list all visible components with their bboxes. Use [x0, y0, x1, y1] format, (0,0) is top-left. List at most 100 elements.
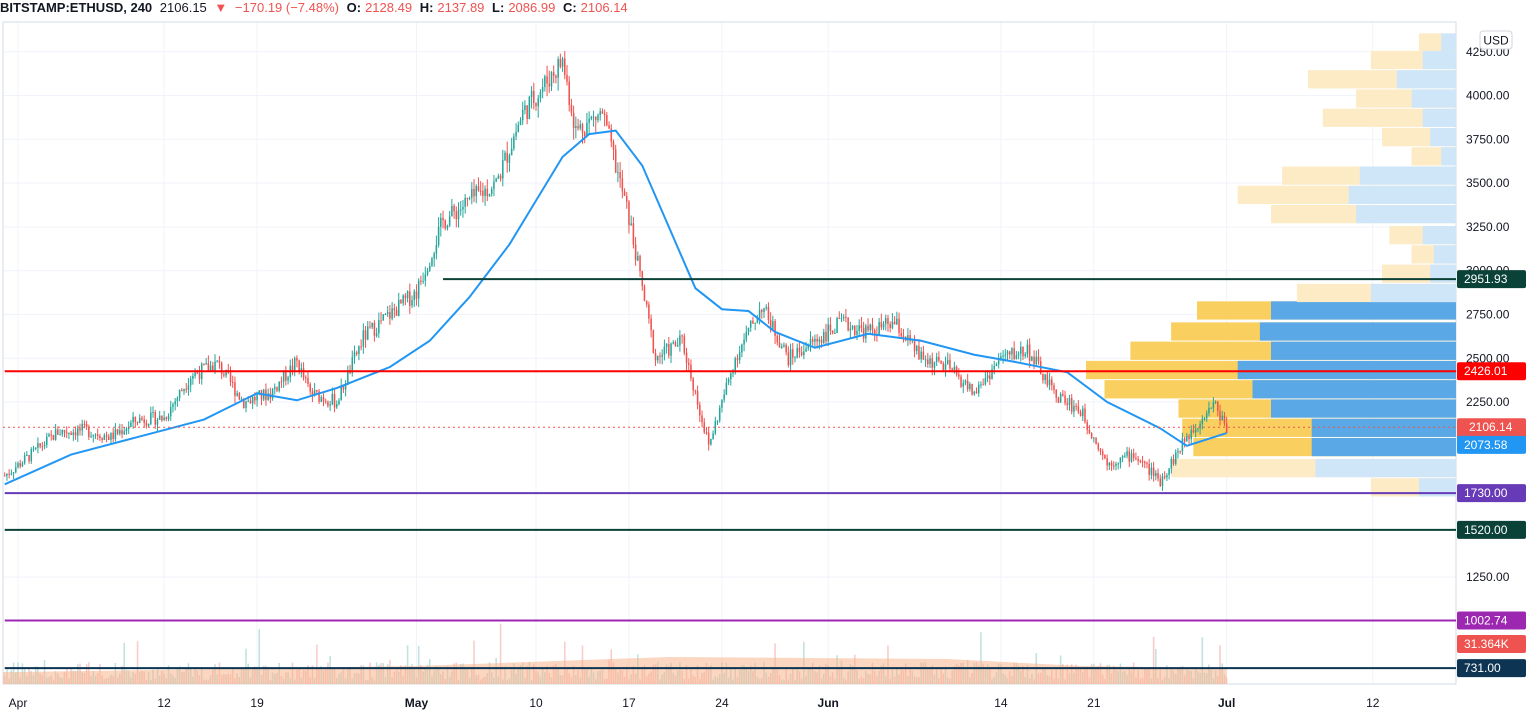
candle-body [619, 172, 621, 179]
candle-body [610, 128, 613, 142]
candle-body [344, 384, 347, 390]
candle-body [513, 136, 515, 149]
currency-button[interactable]: USD [1479, 30, 1513, 50]
volume-profile [1086, 33, 1456, 497]
symbol-label[interactable]: BITSTAMP:ETHUSD, 240 [0, 0, 153, 15]
candle-body [1101, 451, 1104, 456]
candle-body [723, 394, 725, 400]
candle-body [30, 449, 33, 462]
candle-body [172, 404, 174, 408]
candle-body [338, 400, 340, 405]
candle-body [1097, 443, 1100, 450]
candle-body [152, 411, 154, 413]
candle-body [302, 368, 305, 378]
candle-body [566, 74, 568, 82]
candle-body [311, 391, 314, 396]
candle-body [893, 321, 896, 325]
vp-bar-up-faded [1315, 458, 1456, 478]
candle-body [320, 397, 323, 402]
candle-body [15, 467, 17, 473]
candle-body [984, 378, 987, 385]
vp-bar-up-faded [1356, 205, 1456, 224]
candle-body [552, 72, 555, 76]
candle-body [1112, 465, 1115, 467]
volume-bar [417, 645, 420, 684]
candle-body [212, 365, 214, 372]
candle-body [818, 339, 821, 342]
candle-body [1044, 374, 1046, 381]
candle-body [900, 333, 903, 337]
candle-body [528, 96, 531, 119]
candle-body [161, 415, 163, 421]
candle-body [521, 110, 524, 121]
candle-body [17, 463, 19, 468]
price-tags: 2951.93 2426.01 1730.00 1520.00 1002.74 731.0… [1457, 270, 1526, 678]
candle-body [420, 280, 422, 282]
candle-body [1181, 438, 1184, 452]
candle-body [316, 390, 318, 392]
candle-body [251, 396, 254, 404]
candle-body [136, 421, 139, 423]
time-axis[interactable]: Apr 12 19 May 10 17 24 Jun 14 21 Jul 12 [9, 696, 1380, 710]
candle-body [145, 422, 148, 426]
candle-body [1221, 415, 1224, 421]
candle-body [19, 463, 21, 467]
candle-body [324, 401, 327, 403]
candle-body [929, 358, 931, 365]
candle-body [1166, 475, 1168, 478]
vp-bar-up-faded [1441, 147, 1456, 166]
candle-body [70, 432, 72, 435]
candle-body [103, 435, 106, 440]
candle-body [896, 318, 898, 325]
candle-body [223, 373, 225, 376]
candle-body [783, 344, 785, 347]
volume-bar [980, 632, 982, 684]
level-tag-bg [1457, 484, 1526, 503]
candle-body [493, 181, 495, 189]
candle-body [849, 328, 852, 331]
candle-body [969, 383, 971, 390]
candle-body [440, 217, 442, 227]
last-price: 2106.15 [159, 0, 207, 15]
candle-body [548, 83, 551, 87]
candle-body [256, 394, 258, 401]
candle-body [318, 391, 320, 402]
candle-body [181, 390, 183, 392]
candle-body [1146, 463, 1148, 465]
candle-body [209, 365, 212, 371]
x-tick-label: Jun [818, 696, 839, 710]
candle-body [559, 59, 562, 67]
candle-body [267, 393, 269, 401]
volume-bar [499, 623, 502, 684]
candle-body [632, 223, 635, 245]
horizontal-levels[interactable] [3, 278, 1456, 670]
candle-body [679, 335, 681, 346]
candle-body [787, 352, 790, 366]
candle-body [274, 387, 276, 389]
candle-body [158, 415, 161, 420]
candle-body [570, 104, 573, 113]
volume-bar [473, 640, 475, 684]
candle-body [663, 346, 666, 355]
candle-body [373, 322, 376, 336]
candle-body [510, 148, 513, 156]
candle-body [776, 335, 779, 343]
candle-body [842, 316, 845, 318]
candle-body [313, 390, 316, 396]
candle-body [931, 358, 934, 368]
candle-body [705, 432, 708, 434]
candle-body [488, 194, 491, 197]
low-label: L: [492, 0, 505, 15]
candle-body [389, 312, 391, 319]
price-axis[interactable]: 4250.004000.003750.003500.003250.003000.… [1466, 45, 1510, 584]
y-tick-label: 3750.00 [1466, 132, 1510, 146]
candle-body [953, 366, 956, 371]
x-tick-label: 19 [250, 696, 264, 710]
candle-body [1077, 406, 1080, 412]
candle-body [557, 59, 559, 78]
candle-body [1219, 410, 1221, 421]
candle-body [1177, 451, 1179, 453]
candle-body [249, 400, 252, 404]
candle-body [198, 373, 201, 380]
